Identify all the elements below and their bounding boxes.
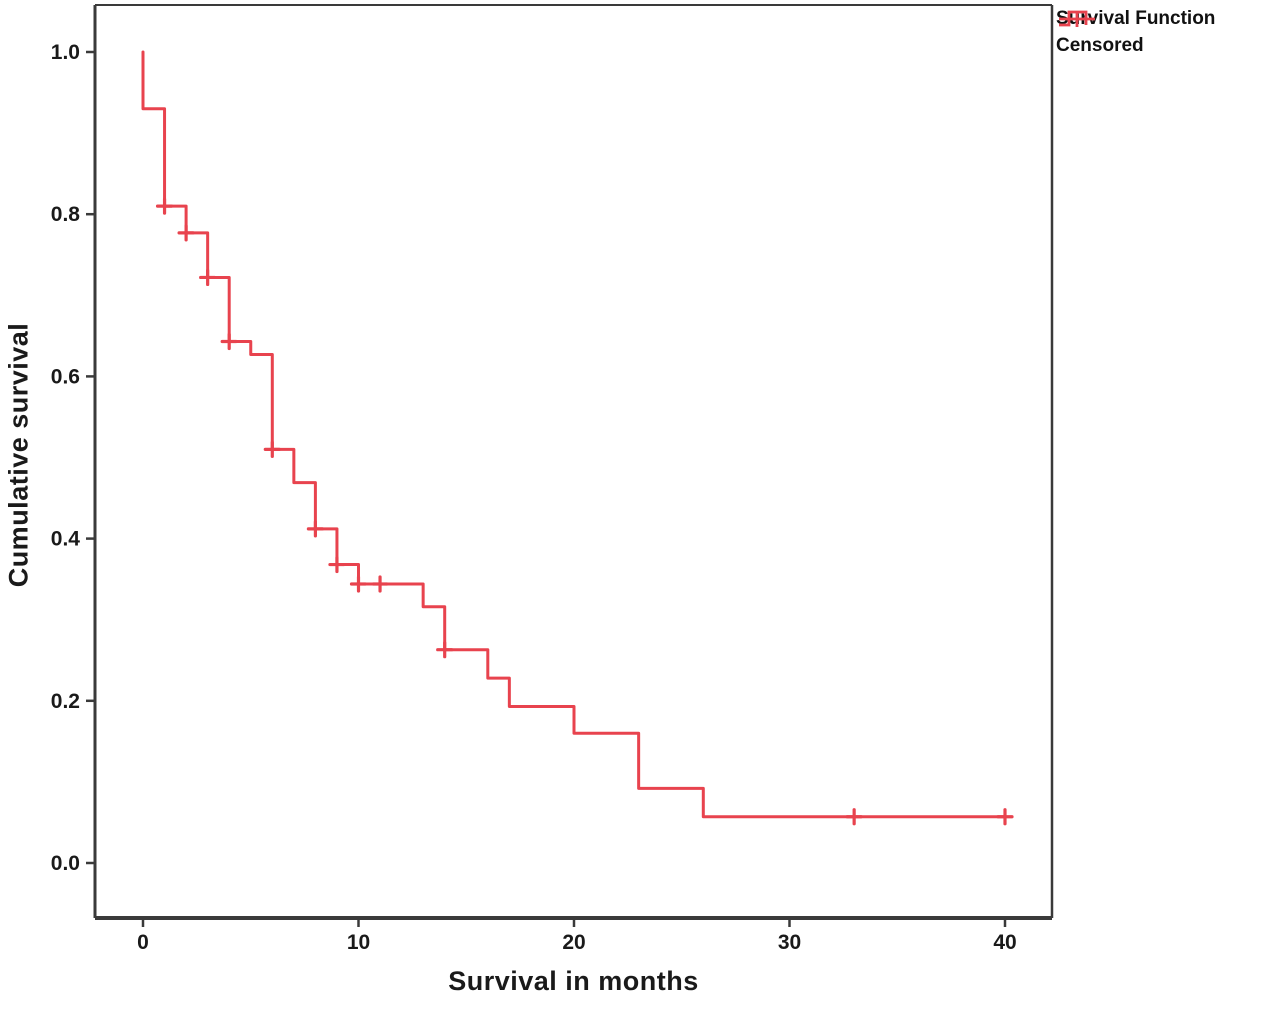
legend: Survival Function Censored xyxy=(1056,6,1215,59)
censor-mark xyxy=(306,520,324,538)
censor-mark xyxy=(328,555,346,574)
censor-mark xyxy=(263,440,281,458)
legend-label-censored: Censored xyxy=(1056,35,1144,56)
censor-mark xyxy=(996,808,1014,826)
x-tick-label: 0 xyxy=(137,931,149,954)
censor-mark xyxy=(436,641,454,659)
legend-row-censored: Censored xyxy=(1056,11,1215,59)
y-tick-label: 1.0 xyxy=(51,41,80,64)
x-axis-title: Survival in months xyxy=(448,966,699,996)
censor-mark xyxy=(155,197,174,215)
x-tick-label: 40 xyxy=(993,931,1016,954)
y-tick-label: 0.2 xyxy=(51,690,80,713)
censor-mark xyxy=(199,268,217,287)
censored-plus-icon xyxy=(1059,11,1095,27)
censor-mark xyxy=(177,224,195,242)
y-tick-label: 0.4 xyxy=(51,528,81,551)
x-tick-label: 20 xyxy=(562,931,585,954)
legend-row-survival-function: Survival Function xyxy=(1056,6,1215,32)
legend-label-survival-function: Survival Function xyxy=(1056,8,1216,29)
censor-mark xyxy=(845,808,863,826)
survival-curve xyxy=(141,50,1007,819)
x-tick-label: 30 xyxy=(778,931,801,954)
y-tick-label: 0.0 xyxy=(51,852,80,875)
x-tick-label: 10 xyxy=(347,931,370,954)
y-tick-label: 0.6 xyxy=(51,365,80,388)
censor-mark xyxy=(220,332,238,351)
y-axis-title: Cumulative survival xyxy=(3,322,34,588)
censor-mark xyxy=(371,575,389,593)
step-line-icon xyxy=(1059,10,1088,27)
censor-mark xyxy=(349,575,368,593)
y-tick-label: 0.8 xyxy=(51,203,81,226)
